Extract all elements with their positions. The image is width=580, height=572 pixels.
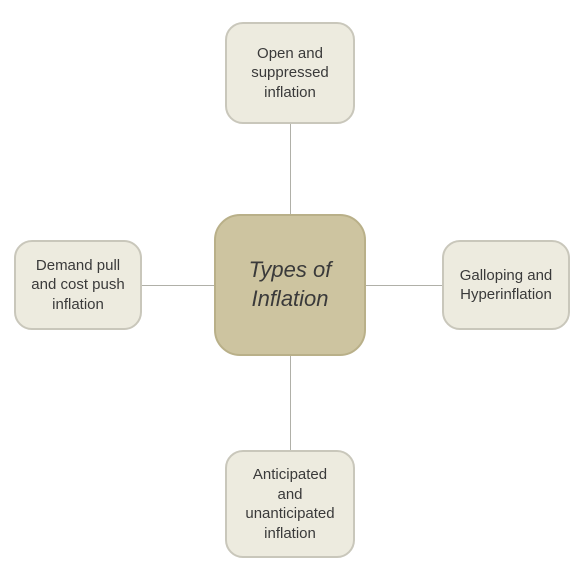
connector-right [366,285,442,286]
center-node: Types ofInflation [214,214,366,356]
connector-top [290,124,291,214]
outer-node-label: Anticipatedandunanticipatedinflation [245,465,334,543]
outer-node-bottom: Anticipatedandunanticipatedinflation [225,450,355,558]
connector-bottom [290,356,291,450]
outer-node-label: Galloping andHyperinflation [460,266,553,305]
outer-node-label: Open andsuppressedinflation [251,44,329,103]
outer-node-label: Demand pulland cost pushinflation [31,256,124,315]
outer-node-right: Galloping andHyperinflation [442,240,570,330]
outer-node-top: Open andsuppressedinflation [225,22,355,124]
center-node-label: Types ofInflation [249,256,332,313]
outer-node-left: Demand pulland cost pushinflation [14,240,142,330]
connector-left [142,285,214,286]
inflation-types-diagram: Types ofInflation Open andsuppressedinfl… [0,0,580,572]
